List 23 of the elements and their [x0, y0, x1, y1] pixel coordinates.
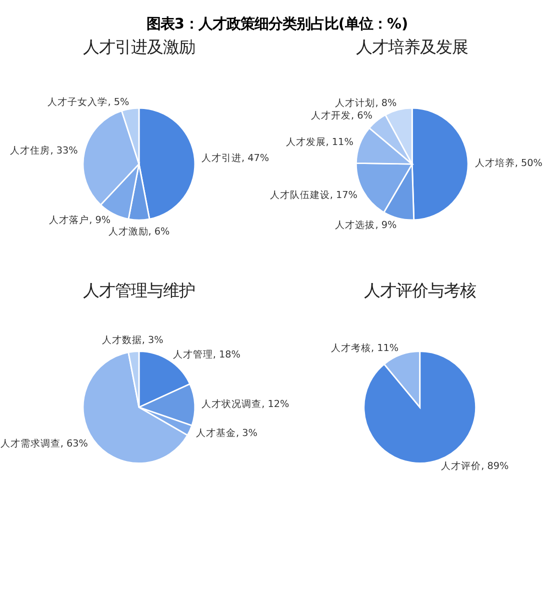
- slice-label: 人才状况调查, 12%: [202, 398, 290, 410]
- chart-subtitle: 人才评价与考核: [364, 280, 476, 300]
- slice-label: 人才计划, 8%: [335, 97, 397, 110]
- slice-label: 人才管理, 18%: [172, 348, 240, 360]
- slice-label: 人才选拔, 9%: [335, 218, 397, 231]
- slice-label: 人才数据, 3%: [102, 334, 164, 346]
- slice-label: 人才子女入学, 5%: [48, 96, 130, 108]
- slice-label: 人才考核, 11%: [331, 342, 399, 354]
- chart-subtitle: 人才引进及激励: [82, 38, 195, 57]
- slice-label: 人才培养, 50%: [474, 156, 542, 169]
- chart-subtitle: 人才管理与维护: [82, 280, 195, 300]
- slice-label: 人才开发, 6%: [311, 109, 372, 122]
- slice-label: 人才基金, 3%: [196, 427, 258, 440]
- slice-label: 人才落户, 9%: [49, 214, 110, 226]
- slice-label: 人才激励, 6%: [108, 226, 170, 238]
- chart-subtitle: 人才培养及发展: [356, 38, 468, 57]
- slice-label: 人才队伍建设, 17%: [270, 188, 358, 201]
- slice-label: 人才引进, 47%: [201, 152, 269, 164]
- slice-label: 人才需求调查, 63%: [0, 438, 88, 450]
- slice-label: 人才评价, 89%: [441, 460, 509, 472]
- slice-label: 人才住房, 33%: [10, 144, 78, 156]
- chart-title: 图表3：人才政策细分类别占比(单位：%): [146, 16, 408, 32]
- slice-label: 人才发展, 11%: [286, 136, 354, 148]
